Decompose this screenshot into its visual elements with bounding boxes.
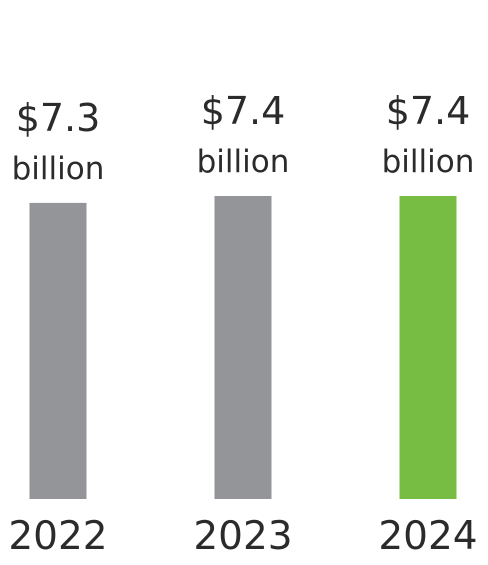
unit-label-2022: billion: [12, 151, 105, 187]
bar-2023: [214, 196, 272, 499]
bar-2022: [29, 202, 87, 500]
unit-label-2024: billion: [382, 144, 475, 180]
unit-label-2023: billion: [197, 144, 290, 180]
value-label-2022: $7.3: [16, 96, 101, 140]
bar-2024: [399, 196, 457, 499]
value-label-2023: $7.4: [201, 89, 286, 133]
category-label-2023: 2023: [193, 514, 292, 559]
category-label-2022: 2022: [8, 514, 107, 559]
value-label-2024: $7.4: [386, 89, 471, 133]
category-label-2024: 2024: [378, 514, 477, 559]
